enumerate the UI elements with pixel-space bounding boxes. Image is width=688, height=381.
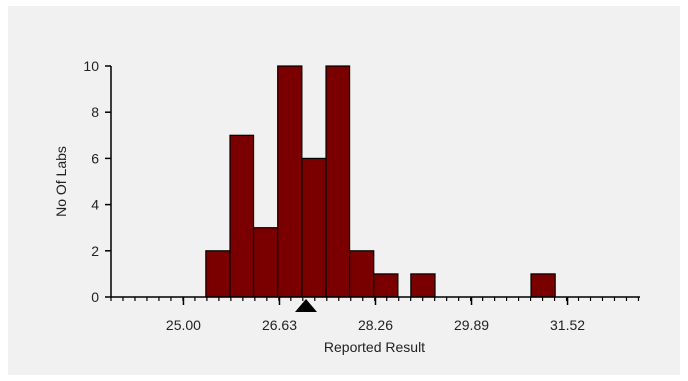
histogram-bar bbox=[348, 250, 375, 298]
axes-group bbox=[105, 65, 640, 305]
histogram-bar bbox=[530, 273, 556, 298]
labels-group: 0 2 4 6 8 10 25.00 26.63 28.26 29.89 31.52 Reported… bbox=[53, 58, 585, 355]
histogram-bar bbox=[252, 227, 279, 298]
histogram-bar bbox=[229, 134, 255, 298]
y-tick-label: 6 bbox=[91, 150, 99, 166]
y-tick-label: 0 bbox=[91, 289, 99, 305]
assigned-value-marker bbox=[294, 299, 317, 312]
x-tick-label: 29.89 bbox=[454, 317, 489, 333]
y-axis-title: No Of Labs bbox=[53, 146, 69, 217]
histogram-bar bbox=[410, 273, 436, 298]
x-tick-label: 28.26 bbox=[358, 317, 393, 333]
bars-group bbox=[205, 65, 556, 298]
histogram-bar bbox=[373, 273, 399, 298]
x-axis-title: Reported Result bbox=[324, 339, 425, 355]
histogram-bar bbox=[301, 157, 327, 298]
x-tick-label: 26.63 bbox=[262, 317, 297, 333]
y-tick-label: 2 bbox=[91, 243, 99, 259]
histogram-bar bbox=[205, 250, 231, 298]
y-tick-label: 10 bbox=[83, 58, 99, 74]
histogram-bar bbox=[325, 65, 351, 298]
x-tick-label: 31.52 bbox=[550, 317, 585, 333]
y-tick-label: 4 bbox=[91, 197, 99, 213]
x-tick-label: 25.00 bbox=[166, 317, 201, 333]
marker-group bbox=[294, 299, 317, 312]
y-tick-label: 8 bbox=[91, 104, 99, 120]
histogram-bar bbox=[277, 65, 303, 298]
